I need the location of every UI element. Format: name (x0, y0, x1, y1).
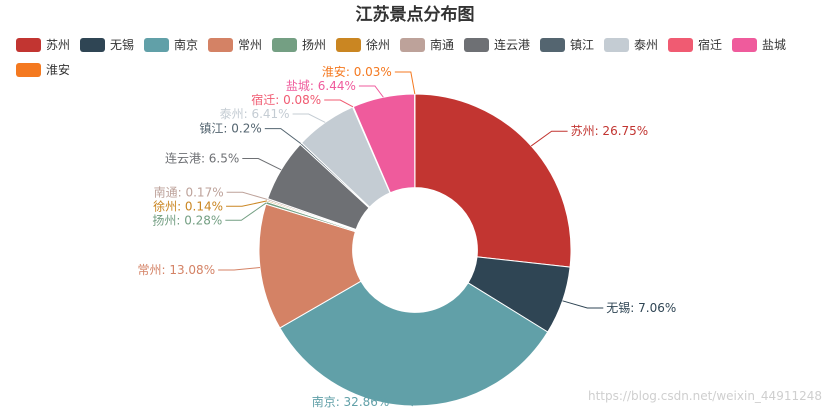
legend-swatch (336, 38, 361, 52)
label-leader-line (226, 191, 268, 200)
legend-label: 常州 (238, 38, 262, 52)
legend-item[interactable]: 盐城 (732, 38, 786, 52)
legend-item[interactable]: 常州 (208, 38, 262, 52)
label-leader-line (218, 267, 261, 271)
legend-item[interactable]: 南京 (144, 37, 198, 52)
label-leader-line (225, 202, 267, 221)
legend-item[interactable]: 连云港 (464, 37, 530, 52)
label-leader-line (292, 113, 326, 123)
legend-item[interactable]: 无锡 (80, 37, 134, 52)
legend-label: 南通 (430, 37, 454, 52)
label-leader-line (392, 401, 413, 407)
data-labels: 苏州: 26.75% 无锡: 7.06% 淮安: 0.03%盐城: 6.44%宿迁:… (137, 64, 676, 409)
legend-swatch (208, 38, 233, 52)
legend-swatch (16, 63, 41, 77)
label-leader-line (562, 300, 604, 309)
label-leader-line (264, 128, 302, 145)
legend-item[interactable]: 徐州 (336, 37, 390, 52)
legend-label: 苏州 (46, 38, 70, 52)
label-leader-line (226, 200, 268, 207)
pie-slice[interactable] (279, 280, 549, 407)
data-label: 徐州: 0.14% (153, 198, 223, 213)
legend-swatch (80, 38, 105, 52)
legend-item[interactable]: 扬州 (272, 37, 326, 52)
legend-swatch (604, 38, 629, 52)
data-label: 苏州: 26.75% (571, 124, 649, 138)
legend-label: 扬州 (302, 37, 326, 52)
label-leader-line (530, 130, 568, 147)
legend-label: 泰州 (634, 38, 658, 52)
legend-swatch (540, 38, 565, 52)
legend-label: 镇江 (570, 38, 594, 52)
pie-slice[interactable] (414, 93, 572, 268)
data-label: 南通: 0.17% (154, 184, 224, 199)
legend-swatch (16, 38, 41, 52)
pie-slice[interactable] (258, 203, 362, 329)
watermark-text: https://blog.csdn.net/weixin_44911248 (588, 389, 822, 403)
data-label: 镇江: 0.2% (199, 122, 261, 136)
data-label: 无锡: 7.06% (606, 300, 676, 315)
legend-item[interactable]: 宿迁 (668, 37, 722, 52)
label-leader-line (324, 99, 354, 108)
legend-item[interactable]: 南通 (400, 37, 454, 52)
label-leader-line (242, 158, 282, 171)
legend-label: 淮安 (46, 62, 70, 77)
legend-swatch (464, 38, 489, 52)
data-label: 扬州: 0.28% (152, 212, 222, 227)
data-label: 宿迁: 0.08% (251, 92, 321, 107)
legend-label: 南京 (174, 37, 198, 52)
legend-label: 无锡 (110, 37, 134, 52)
legend-label: 徐州 (366, 37, 390, 52)
legend-item[interactable]: 泰州 (604, 38, 658, 52)
pie-slices (258, 93, 572, 407)
legend-swatch (668, 38, 693, 52)
data-label: 常州: 13.08% (137, 263, 215, 277)
legend-label: 连云港 (494, 37, 530, 52)
legend-swatch (400, 38, 425, 52)
chart-title: 江苏景点分布图 (356, 4, 475, 25)
legend-label: 宿迁 (698, 37, 722, 52)
data-label: 连云港: 6.5% (165, 151, 239, 166)
data-label: 盐城: 6.44% (286, 79, 356, 93)
data-label: 泰州: 6.41% (220, 107, 290, 121)
data-label: 淮安: 0.03% (322, 64, 392, 79)
data-label: 南京: 32.86% (312, 394, 390, 409)
legend-item[interactable]: 淮安 (16, 62, 70, 77)
label-leader-line (394, 71, 416, 95)
legend-item[interactable]: 苏州 (16, 38, 70, 52)
legend-swatch (732, 38, 757, 52)
label-leader-line (358, 85, 384, 98)
legend-swatch (272, 38, 297, 52)
legend-item[interactable]: 镇江 (540, 38, 594, 52)
legend-swatch (144, 38, 169, 52)
legend-label: 盐城 (762, 38, 786, 52)
